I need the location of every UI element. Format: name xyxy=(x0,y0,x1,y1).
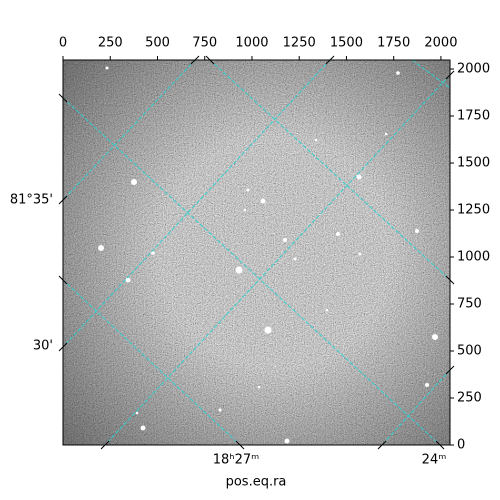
y-tick-label: 1250 xyxy=(457,203,490,218)
y-tick-label: 250 xyxy=(457,391,482,406)
x-tick-label: 1000 xyxy=(235,36,268,51)
y-tick-label: 2000 xyxy=(457,62,490,77)
stars xyxy=(98,66,438,444)
axes-frame xyxy=(62,59,451,446)
x-tick-label: 0 xyxy=(59,36,67,51)
x-tick-label: 1750 xyxy=(377,36,410,51)
y-tick-label: 750 xyxy=(457,297,482,312)
y-tick-label: 1500 xyxy=(457,156,490,171)
y-tick-label: 1750 xyxy=(457,109,490,124)
world-ticks xyxy=(58,55,455,450)
x-tick-label: 2000 xyxy=(424,36,457,51)
world-grid xyxy=(63,60,450,445)
image xyxy=(63,60,450,445)
dec-tick-label: 30' xyxy=(33,339,53,354)
y-tick-label: 1000 xyxy=(457,250,490,265)
x-tick-label: 250 xyxy=(98,36,123,51)
ra-tick-label: 18ʰ27ᵐ xyxy=(213,453,259,468)
x-tick-label: 1250 xyxy=(283,36,316,51)
x-tick-label: 500 xyxy=(145,36,170,51)
dec-tick-label: 81°35' xyxy=(10,193,53,208)
x-axis-label: pos.eq.ra xyxy=(226,475,287,490)
y-tick-label: 500 xyxy=(457,344,482,359)
x-tick-label: 1500 xyxy=(330,36,363,51)
y-tick-label: 0 xyxy=(457,438,465,453)
ra-tick-label: 24ᵐ xyxy=(422,453,447,468)
x-tick-label: 750 xyxy=(192,36,217,51)
